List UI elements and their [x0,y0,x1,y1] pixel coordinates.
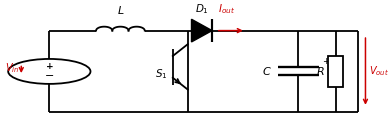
Text: $S_1$: $S_1$ [154,67,167,81]
Text: $R$: $R$ [316,65,324,77]
Text: +: + [323,57,330,66]
Text: +: + [45,62,53,71]
Polygon shape [192,19,212,42]
Text: $I_{out}$: $I_{out}$ [218,2,235,16]
Bar [328,56,343,87]
Text: $L$: $L$ [117,4,124,16]
Text: $V_{in}$: $V_{in}$ [5,62,20,76]
Text: −: − [45,71,54,81]
Text: $V_{out}$: $V_{out}$ [369,65,389,78]
Text: $C$: $C$ [262,65,272,77]
Text: $D_1$: $D_1$ [195,2,209,16]
